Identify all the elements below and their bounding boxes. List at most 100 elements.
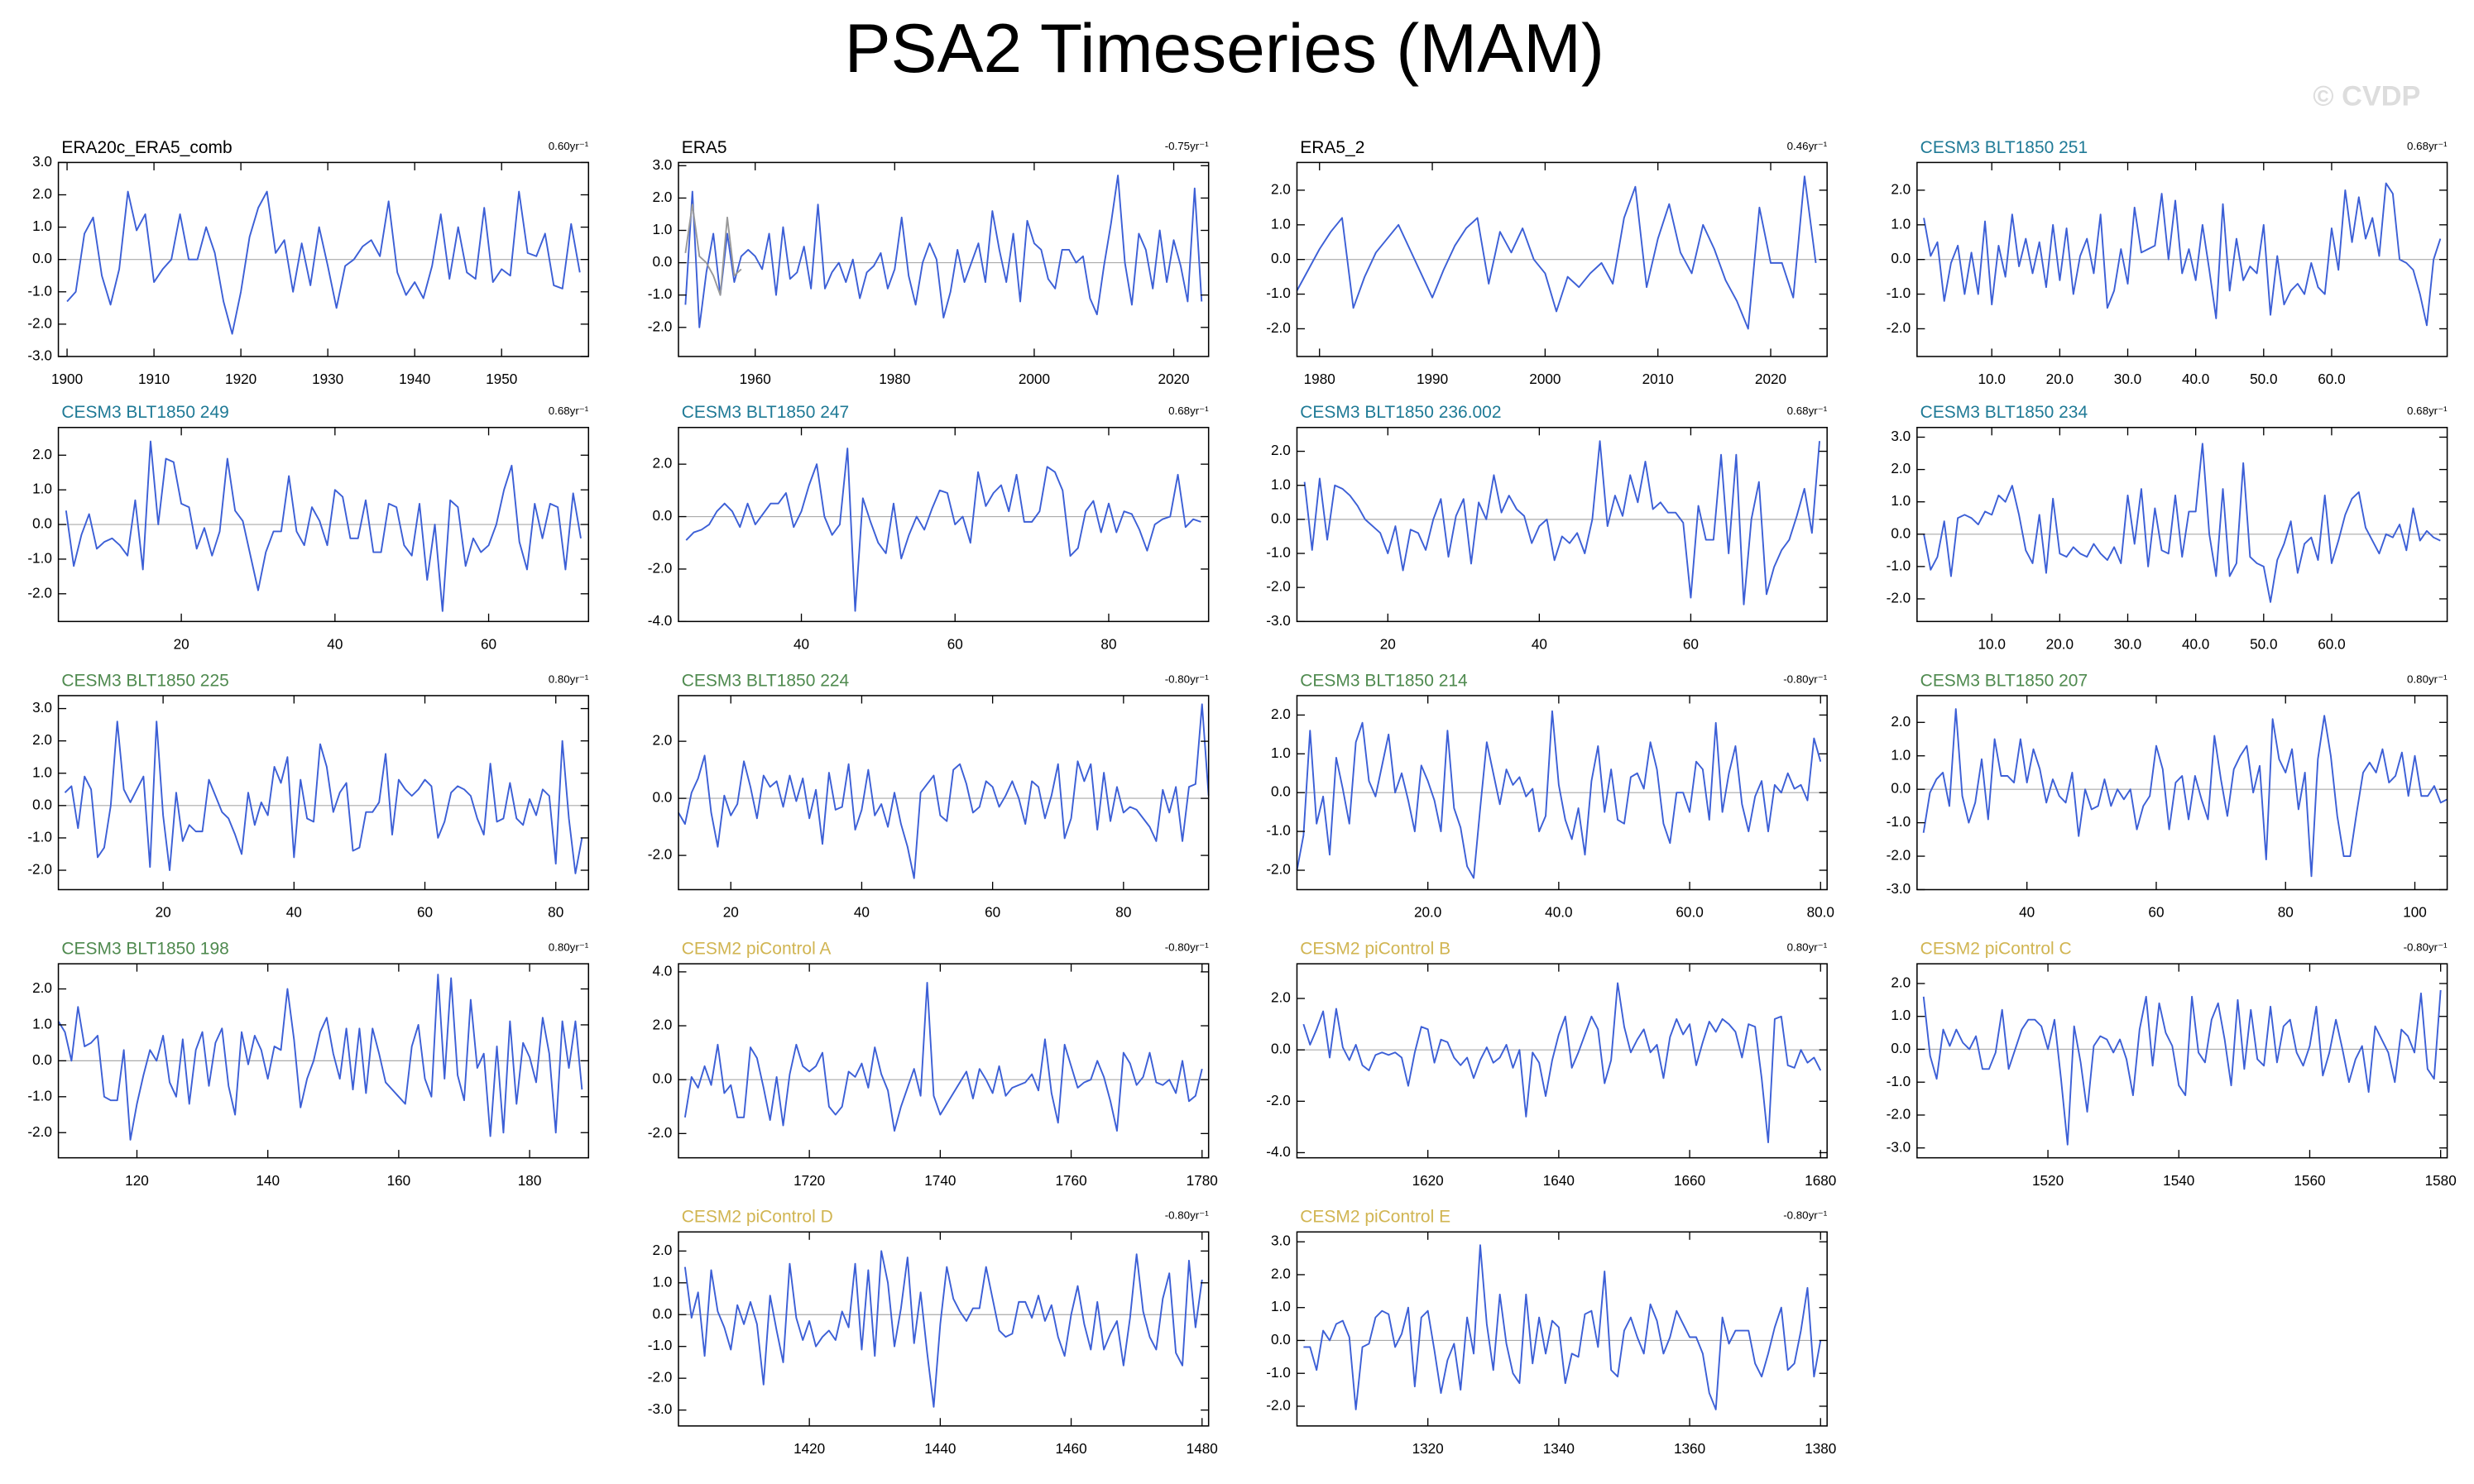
y-tick-label: -2.0 — [1887, 589, 1911, 606]
x-tick-label: 1720 — [794, 1172, 825, 1189]
y-tick-label: 0.0 — [32, 1051, 52, 1068]
x-tick-label: 1940 — [399, 371, 430, 387]
panel-title: CESM3 BLT1850 234 — [1920, 403, 2088, 422]
y-tick-label: 3.0 — [32, 153, 52, 170]
x-tick-label: 40 — [794, 635, 809, 652]
plot-frame — [678, 963, 1210, 1159]
panel: -4.0 -2.0 0.0 2.0 1620 1640 1660 1680 CESM2 piCo… — [1266, 939, 1836, 1188]
y-tick-label: -1.0 — [27, 549, 52, 566]
panel-title: CESM2 piControl A — [682, 939, 832, 958]
series-line — [66, 190, 581, 335]
y-tick-label: 1.0 — [32, 218, 52, 234]
panel-title: CESM2 piControl D — [682, 1208, 833, 1227]
y-tick-label: -2.0 — [1266, 861, 1291, 878]
y-tick-label: 2.0 — [1271, 180, 1291, 197]
y-tick-label: 2.0 — [32, 446, 52, 462]
y-tick-label: 0.0 — [652, 1305, 672, 1322]
y-tick-label: -1.0 — [648, 1337, 673, 1353]
y-tick-label: -4.0 — [648, 612, 673, 629]
y-tick-label: 3.0 — [1891, 428, 1911, 444]
x-tick-label: 30.0 — [2114, 371, 2141, 387]
x-tick-label: 20.0 — [1414, 904, 1441, 921]
x-tick-label: 1320 — [1412, 1440, 1444, 1457]
y-tick-label: -1.0 — [27, 828, 52, 845]
panel-title: CESM3 BLT1850 198 — [61, 939, 228, 958]
y-tick-label: 1.0 — [1271, 744, 1291, 761]
trend-label: 0.68yr⁻¹ — [1168, 405, 1209, 417]
series-line — [57, 974, 583, 1141]
y-tick-label: 2.0 — [652, 732, 672, 749]
x-tick-label: 10.0 — [1978, 635, 2006, 652]
y-tick-label: 1.0 — [32, 1015, 52, 1032]
y-tick-label: -1.0 — [1887, 285, 1911, 301]
x-tick-label: 1920 — [225, 371, 257, 387]
series-line — [1303, 440, 1820, 606]
x-tick-label: 1580 — [2425, 1172, 2457, 1189]
y-tick-label: -2.0 — [648, 559, 673, 576]
panel: -2.0 -1.0 0.0 1.0 2.0 1980 1990 2000 2010 2020 ERA… — [1266, 138, 1828, 387]
series-line — [678, 703, 1210, 879]
x-tick-label: 20.0 — [2046, 635, 2074, 652]
x-tick-label: 80.0 — [1807, 904, 1834, 921]
figure-title: PSA2 Timeseries (MAM) — [845, 9, 1604, 87]
y-tick-label: -2.0 — [648, 1369, 673, 1386]
y-tick-label: 0.0 — [32, 515, 52, 532]
panel: -2.0 -1.0 0.0 1.0 2.0 3.0 20 40 60 80 CESM3 BLT185… — [27, 671, 590, 921]
y-tick-label: -2.0 — [1887, 847, 1911, 864]
y-tick-label: -2.0 — [27, 861, 52, 878]
x-tick-label: 1560 — [2294, 1172, 2325, 1189]
series-line — [1302, 982, 1822, 1143]
y-tick-label: -3.0 — [27, 347, 52, 363]
trend-label: 0.80yr⁻¹ — [1787, 941, 1828, 954]
trend-label: 0.68yr⁻¹ — [549, 405, 589, 417]
x-tick-label: 80 — [2278, 904, 2294, 921]
panel-title: ERA5 — [682, 138, 727, 157]
x-tick-label: 1900 — [51, 371, 83, 387]
trend-label: 0.46yr⁻¹ — [1787, 140, 1828, 152]
x-tick-label: 1440 — [924, 1440, 956, 1457]
x-tick-label: 60.0 — [2318, 635, 2345, 652]
x-tick-label: 40.0 — [2182, 635, 2209, 652]
y-tick-label: -1.0 — [648, 285, 673, 302]
y-tick-label: 0.0 — [652, 253, 672, 270]
trend-label: 0.68yr⁻¹ — [2407, 405, 2448, 417]
plot-frame — [1296, 963, 1828, 1159]
series-line — [64, 720, 583, 874]
y-tick-label: -2.0 — [1266, 578, 1291, 595]
trend-label: 0.80yr⁻¹ — [2407, 673, 2448, 685]
series-line — [684, 175, 1203, 328]
x-tick-label: 60.0 — [2318, 371, 2345, 387]
x-tick-label: 1520 — [2032, 1172, 2064, 1189]
x-tick-label: 1760 — [1055, 1172, 1086, 1189]
trend-label: -0.80yr⁻¹ — [1165, 941, 1210, 954]
y-tick-label: 1.0 — [1891, 215, 1911, 232]
trend-label: 0.68yr⁻¹ — [1787, 405, 1828, 417]
panel-title: CESM3 BLT1850 247 — [682, 403, 849, 422]
panel-title: CESM3 BLT1850 236.002 — [1300, 403, 1501, 422]
y-tick-label: 4.0 — [652, 962, 672, 979]
y-tick-label: 0.0 — [1271, 510, 1291, 526]
y-tick-label: 2.0 — [1271, 989, 1291, 1006]
x-tick-label: 140 — [256, 1172, 280, 1189]
y-tick-label: -1.0 — [1887, 557, 1911, 573]
trend-label: -0.75yr⁻¹ — [1165, 140, 1210, 152]
y-tick-label: 1.0 — [32, 481, 52, 497]
x-tick-label: 120 — [125, 1172, 149, 1189]
plot-frame — [1916, 963, 2448, 1159]
x-tick-label: 2020 — [1158, 371, 1189, 387]
panel-title: CESM3 BLT1850 225 — [61, 671, 228, 690]
y-tick-label: 2.0 — [32, 185, 52, 202]
y-tick-label: -2.0 — [648, 846, 673, 863]
trend-label: -0.80yr⁻¹ — [1165, 1209, 1210, 1222]
y-tick-label: 2.0 — [1271, 442, 1291, 458]
series-line — [1922, 989, 2442, 1146]
x-tick-label: 40 — [327, 635, 343, 652]
series-line — [685, 448, 1201, 612]
x-tick-label: 20 — [723, 904, 739, 921]
x-tick-label: 1640 — [1543, 1172, 1575, 1189]
y-tick-label: 0.0 — [1891, 250, 1911, 266]
panel: -4.0 -2.0 0.0 2.0 40 60 80 CESM3 BLT1850 247 0.6… — [648, 403, 1210, 652]
trend-label: 0.68yr⁻¹ — [2407, 140, 2448, 152]
y-tick-label: 3.0 — [1271, 1233, 1291, 1249]
